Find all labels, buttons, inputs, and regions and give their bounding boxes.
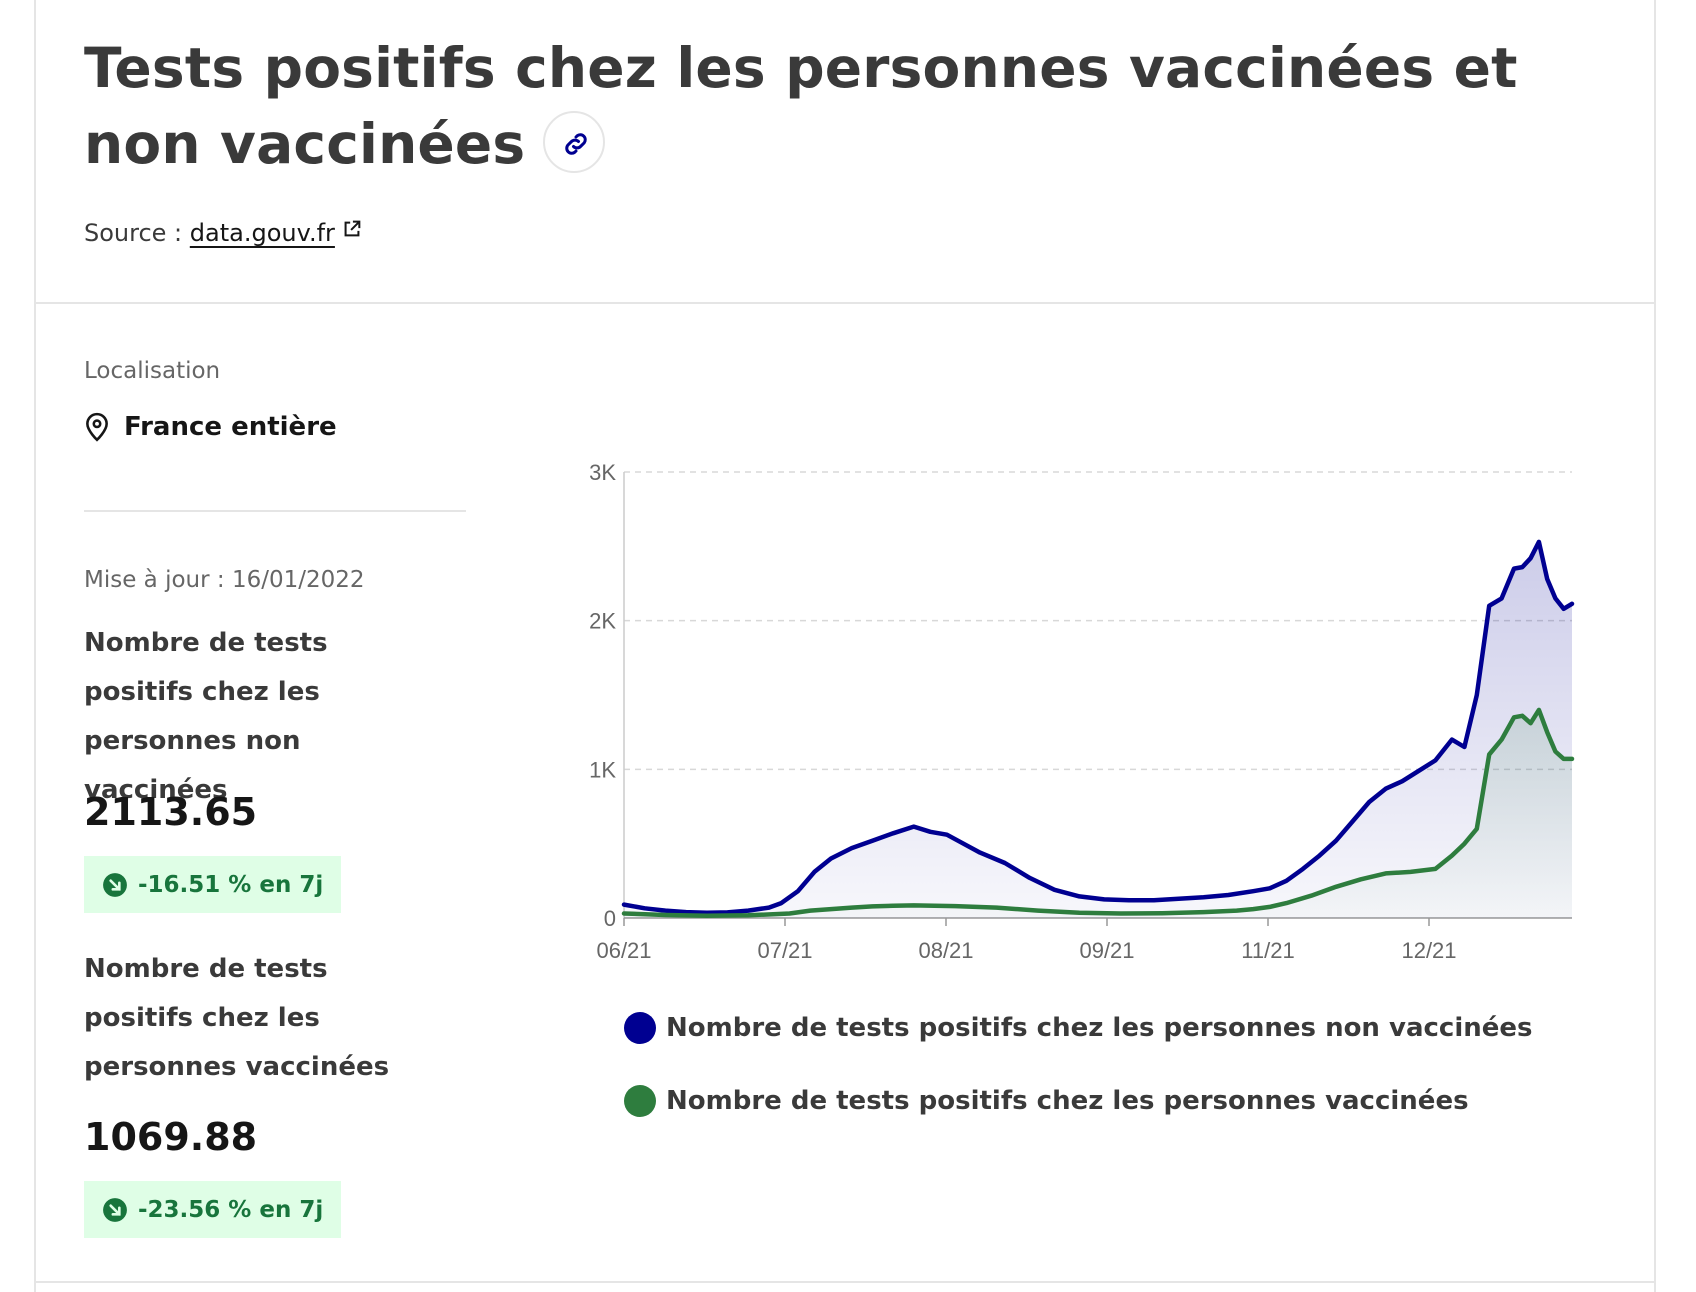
legend-item-unvaccinated[interactable]: Nombre de tests positifs chez les person… [624,1012,1532,1044]
arrow-down-right-icon [103,1197,127,1222]
x-tick-label: 12/21 [1401,938,1456,963]
arrow-down-right-icon [103,872,127,897]
trend-badge-unvaccinated: -16.51 % en 7j [84,856,342,913]
link-icon [565,133,588,155]
kpi-label-vaccinated: Nombre de tests positifs chez les person… [84,954,390,1082]
page-title: Tests positifs chez les personnes vaccin… [84,30,1564,182]
external-link-icon [341,218,363,246]
y-tick-label: 1K [589,757,616,782]
series-line-vaccinated [621,707,1575,919]
legend-label: Nombre de tests positifs chez les person… [666,1086,1469,1116]
y-tick-label: 0 [604,906,616,931]
header-divider [34,302,1656,304]
location-value: France entière [124,412,337,442]
source-prefix: Source : [84,219,183,247]
line-chart: 0 1K 2K 3K 06/21 07/21 08/21 09/21 11/21 12/21 [560,440,1580,980]
x-tick-label: 11/21 [1241,938,1294,963]
chart-svg: 0 1K 2K 3K 06/21 07/21 08/21 09/21 11/21 12/21 [589,460,1575,963]
legend-label: Nombre de tests positifs chez les person… [666,1013,1533,1043]
source-line: Source : data.gouv.fr [84,219,363,248]
x-tick-label: 08/21 [918,938,973,963]
update-date: Mise à jour : 16/01/2022 [84,567,365,593]
series-area-unvaccinated [624,541,1572,918]
title-text: Tests positifs chez les personnes vaccin… [84,36,1518,176]
legend-item-vaccinated[interactable]: Nombre de tests positifs chez les person… [624,1085,1469,1117]
card-bottom-divider [34,1281,1656,1283]
series-area-vaccinated [624,709,1572,918]
series-line-unvaccinated [621,539,1575,916]
kpi-label-unvaccinated: Nombre de tests positifs chez les person… [84,628,328,805]
chart-card [34,0,1656,1292]
legend-dot-vaccinated [624,1085,656,1117]
location-label: Localisation [84,358,221,384]
kpi-value-vaccinated: 1069.88 [84,1115,258,1159]
trend-text: -16.51 % en 7j [138,871,324,898]
y-tick-label: 2K [589,609,616,634]
location-selector[interactable]: France entière [84,412,337,442]
sidebar-divider [84,510,466,512]
source-link[interactable]: data.gouv.fr [190,219,363,247]
copy-link-button[interactable] [543,110,606,173]
y-tick-label: 3K [589,460,616,485]
legend-dot-unvaccinated [624,1012,656,1044]
x-tick-label: 07/21 [757,938,812,963]
map-pin-icon [86,412,108,442]
source-link-text: data.gouv.fr [189,219,335,247]
x-tick-label: 06/21 [596,938,651,963]
trend-badge-vaccinated: -23.56 % en 7j [84,1181,342,1238]
x-tick-label: 09/21 [1079,938,1134,963]
kpi-value-unvaccinated: 2113.65 [84,790,258,834]
trend-text: -23.56 % en 7j [138,1196,324,1223]
